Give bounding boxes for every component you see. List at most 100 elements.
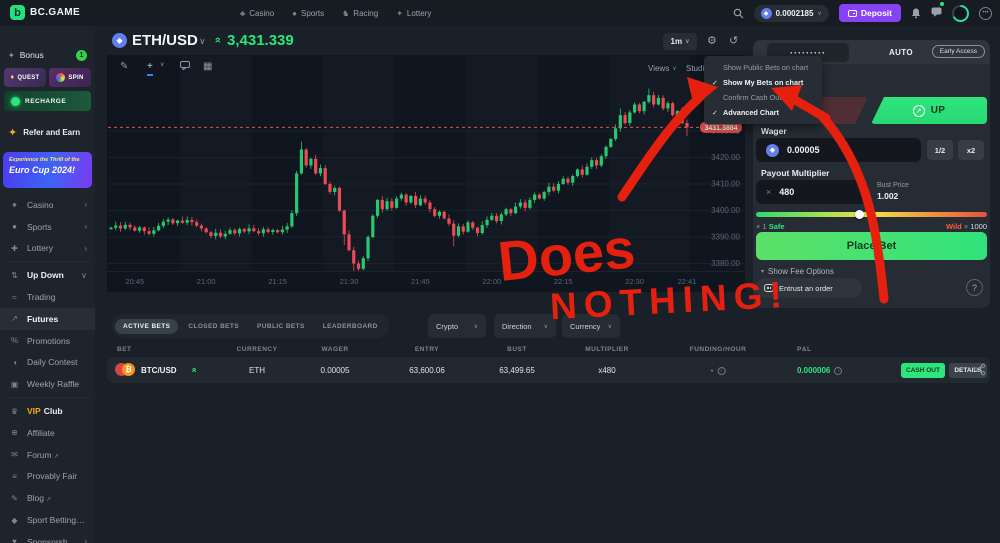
tab-auto[interactable]: AUTO [888, 47, 914, 57]
crosshair-tool-icon[interactable]: + [147, 61, 153, 76]
safe-mult: × 1 [756, 222, 767, 231]
sidebar-item-blog[interactable]: ✎ Blog ↗ [0, 487, 95, 509]
sidebar-item-forum[interactable]: ✉ Forum ↗ [0, 444, 95, 466]
double-wager-button[interactable]: x2 [958, 140, 984, 160]
sidebar-item-daily-contest[interactable]: ◑ Daily Contest [0, 352, 95, 374]
tab-active-bets[interactable]: ACTIVE BETS [115, 318, 179, 334]
nav-lottery[interactable]: ✦ Lottery [396, 9, 431, 18]
draw-pencil-icon[interactable]: ✎ [120, 61, 129, 72]
chart-history-icon[interactable]: ↺ [729, 35, 739, 47]
deposit-button[interactable]: Deposit [838, 4, 901, 22]
filter-direction[interactable]: Direction ∨ [494, 314, 556, 338]
sidebar-item-promotions[interactable]: % Promotions [0, 330, 95, 352]
recharge-button[interactable]: RECHARGE [4, 91, 91, 111]
col-funding: FUNDING/HOUR [689, 346, 747, 353]
nav-racing[interactable]: ♞ Racing [342, 9, 378, 18]
share-icon[interactable] [973, 363, 986, 376]
svg-text:22:30: 22:30 [625, 277, 644, 286]
quest-button[interactable]: ♦ QUEST [4, 68, 46, 87]
sidebar-item-sport-betting-insig[interactable]: ◆ Sport Betting Insig...↗ [0, 509, 95, 531]
sidebar-item-weekly-raffle[interactable]: ▣ Weekly Raffle [0, 373, 95, 395]
help-icon[interactable]: ? [966, 279, 983, 296]
chevron-right-icon: › [84, 537, 87, 543]
rewards-icon[interactable]: ••• [979, 6, 992, 20]
row-funding: -i [711, 366, 726, 375]
studies-label: Studies [686, 64, 713, 73]
wager-input[interactable]: ◆ 0.00005 [756, 138, 921, 162]
sidebar-item-provably-fair[interactable]: ≡ Provably Fair [0, 466, 95, 488]
nav-casino[interactable]: ♣ Casino [240, 9, 274, 18]
spin-button[interactable]: SPIN [49, 68, 91, 87]
col-bust: BUST [507, 346, 527, 353]
menu-item-advanced-chart[interactable]: ✓ Advanced Chart [704, 105, 822, 120]
nav-label: Casino [249, 8, 275, 18]
sidebar-item-label: Provably Fair [27, 471, 78, 482]
nav-sports[interactable]: ● Sports [292, 9, 324, 18]
sidebar-item-lottery[interactable]: ✚ Lottery › [0, 238, 95, 260]
sidebar-item-trading[interactable]: ≈ Trading [0, 286, 95, 308]
sidebar-item-label: Sponsorships [27, 536, 78, 543]
multiplier-slider[interactable] [756, 210, 987, 219]
notifications-bell-icon[interactable] [911, 8, 921, 19]
live-price: 3,431.339 [227, 32, 294, 49]
chevron-down-icon[interactable]: ∨ [160, 62, 165, 68]
menu-item-label: Confirm Cash Out [723, 93, 782, 102]
info-icon[interactable]: i [717, 367, 726, 375]
sidebar-item-futures[interactable]: ↗ Futures [0, 307, 95, 330]
grid-view-icon[interactable]: ▦ [203, 61, 213, 72]
menu-item-show-public-bets-on-chart[interactable]: Show Public Bets on chart [704, 60, 822, 75]
show-fee-options[interactable]: ▾ Show Fee Options [761, 267, 834, 276]
sidebar-divider [6, 397, 89, 399]
info-icon[interactable]: i [834, 367, 843, 375]
racing-icon: ♞ [342, 8, 350, 18]
row-multiplier: x480 [598, 366, 616, 375]
chevron-down-icon: ∨ [607, 323, 612, 330]
sidebar-item-label: Lottery [27, 243, 53, 254]
sidebar-item-sports[interactable]: ● Sports › [0, 216, 95, 238]
sidebar-item-affiliate[interactable]: ⊕ Affiliate [0, 422, 95, 444]
payout-multiplier-label: Payout Multiplier [761, 168, 830, 178]
views-menu[interactable]: Views ∨ [648, 64, 677, 73]
half-wager-button[interactable]: 1/2 [927, 140, 953, 160]
refer-and-earn[interactable]: ✦ Refer and Earn [8, 126, 80, 139]
menu-item-show-my-bets-on-chart[interactable]: ✓ Show My Bets on chart [704, 75, 822, 90]
slider-handle[interactable] [854, 210, 864, 219]
balance-selector[interactable]: ◆ 0.0002185 ∨ [753, 4, 829, 22]
tab-public-bets[interactable]: PUBLIC BETS [257, 322, 305, 330]
search-icon[interactable] [733, 8, 744, 19]
col-pnl: P&L [797, 346, 812, 353]
tab-closed-bets[interactable]: CLOSED BETS [188, 322, 240, 330]
logo[interactable]: b BC.GAME [10, 5, 80, 20]
eurocup-banner[interactable]: Experience the Thrill of the Euro Cup 20… [3, 152, 92, 188]
payout-multiplier-input[interactable]: × 480 [756, 180, 866, 204]
sidebar-item-casino[interactable]: ♠ Casino › [0, 194, 95, 216]
menu-item-confirm-cash-out[interactable]: Confirm Cash Out [704, 90, 822, 105]
row-bust: 63,499.65 [499, 366, 535, 375]
tab-leaderboard[interactable]: LEADERBOARD [322, 322, 378, 330]
sidebar-item-up-down[interactable]: ⇅ Up Down ∨ [0, 264, 95, 286]
avatar[interactable] [952, 4, 969, 22]
nav-label: Racing [353, 8, 379, 18]
filter-currency[interactable]: Currency ∨ [562, 314, 620, 338]
chat-icon[interactable] [931, 2, 944, 22]
menu-item-label: Advanced Chart [723, 108, 779, 117]
sidebar-item-label: VIP Club [27, 406, 87, 416]
chart-settings-gear-icon[interactable]: ⚙ [707, 35, 717, 47]
sidebar-item-vip-club[interactable]: ♛ VIP Club [0, 400, 95, 422]
early-access-badge[interactable]: Early Access [931, 45, 985, 58]
up-button[interactable]: ↗ UP [871, 97, 987, 124]
sidebar-item-bonus[interactable]: ✦ Bonus 1 [0, 46, 95, 64]
filter-crypto[interactable]: Crypto ∨ [428, 314, 486, 338]
comment-tool-icon[interactable] [180, 61, 190, 73]
chevron-down-icon: ∨ [473, 323, 478, 330]
candlestick-chart[interactable]: 3430.003420.003410.003400.003390.003380.… [107, 55, 745, 292]
cash-out-button[interactable]: CASH OUT [901, 362, 945, 378]
entrust-order-button[interactable]: Entrust an order [756, 278, 862, 298]
chart-plot[interactable]: ✎ + ∨ ▦ Views ∨ Studies ∨ 3430.003420.00… [107, 55, 745, 292]
details-button[interactable]: DETAILS [949, 362, 987, 378]
place-bet-button[interactable]: Place Bet [756, 232, 987, 260]
row-entry: 63,600.06 [409, 366, 445, 375]
timeframe-selector[interactable]: 1m ∨ [663, 33, 697, 50]
pair-selector[interactable]: ETH/USD [132, 32, 198, 49]
sidebar-item-sponsorships[interactable]: ♥ Sponsorships › [0, 531, 95, 543]
